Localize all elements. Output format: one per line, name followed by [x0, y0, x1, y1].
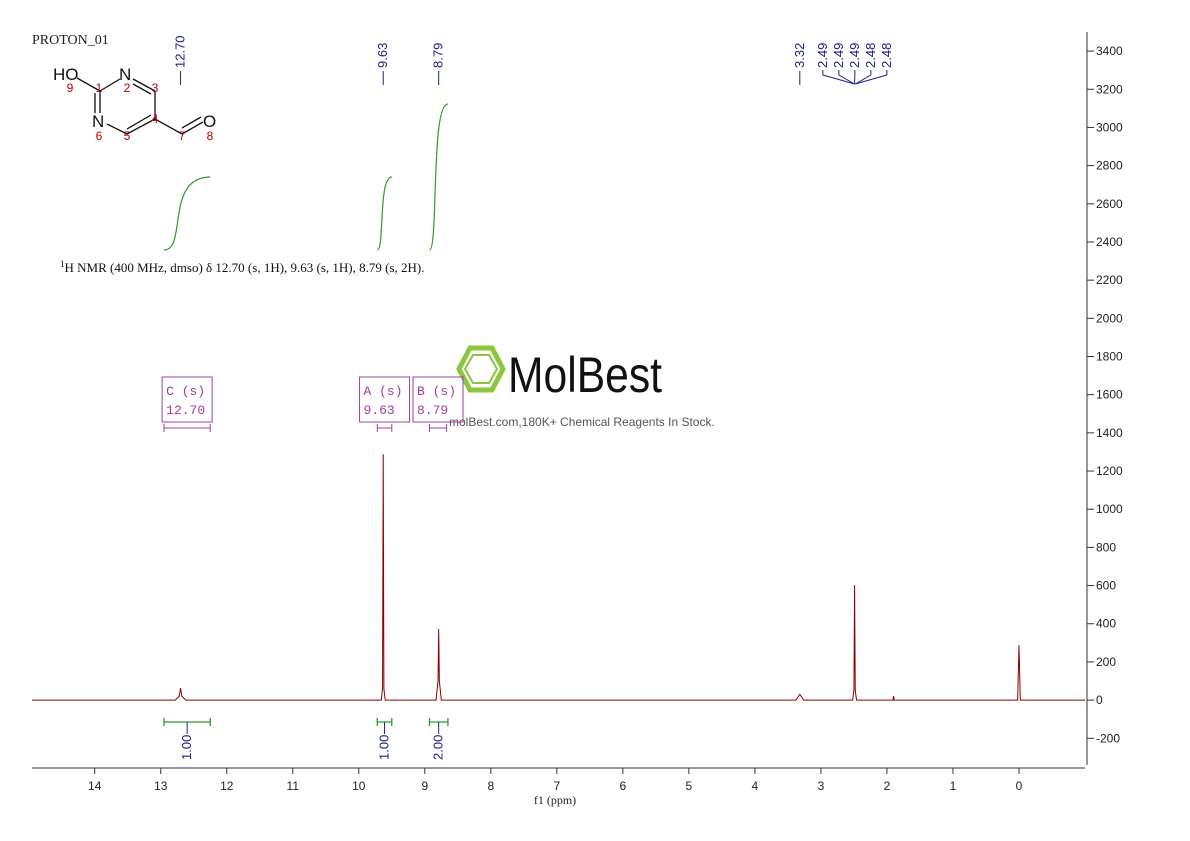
multiplet-label: A (s) [364, 384, 403, 399]
peak-connector [855, 70, 872, 85]
x-axis-label: f1 (ppm) [534, 793, 576, 807]
peak-label: 2.49 [831, 43, 846, 68]
peak-label: 12.70 [173, 35, 188, 68]
multiplet-box [412, 376, 464, 423]
peak-label: 2.48 [879, 43, 894, 68]
multiplet-range [163, 424, 211, 432]
peak-label: 2.49 [847, 43, 862, 68]
peak-label: 2.49 [815, 43, 830, 68]
watermark-tagline: molBest.com,180K+ Chemical Reagents In S… [449, 415, 715, 429]
multiplet-shift: 9.63 [364, 403, 395, 418]
summary: 1H NMR (400 MHz, dmso) δ 12.70 (s, 1H), … [60, 259, 425, 275]
multiplet-box [359, 376, 411, 423]
y-tick-label: 1800 [1096, 350, 1123, 364]
peak-connector [822, 70, 855, 85]
summary-text: H NMR (400 MHz, dmso) δ 12.70 (s, 1H), 9… [65, 260, 425, 275]
multiplet-shift: 12.70 [166, 403, 205, 418]
summary-superscript: 1 [60, 259, 65, 269]
y-tick-label: 1200 [1096, 464, 1123, 478]
x-tick-label: 5 [686, 779, 693, 793]
y-tick-label: 400 [1096, 617, 1116, 631]
atom-number: 2 [124, 81, 131, 95]
chart-title: PROTON_01 [32, 33, 109, 48]
x-tick-label: 1 [950, 779, 957, 793]
x-tick-label: 0 [1016, 779, 1023, 793]
y-tick-label: 0 [1096, 693, 1103, 707]
multiplet-box [161, 376, 213, 423]
atom-number: 7 [179, 129, 186, 143]
atom-number: 6 [96, 129, 103, 143]
x-tick-label: 11 [287, 779, 300, 793]
integral-label: 1.00 [179, 735, 194, 760]
integral-label: 2.00 [431, 735, 446, 760]
multiplet-label: C (s) [166, 384, 205, 399]
y-tick-label: 2800 [1096, 159, 1123, 173]
atom-number: 4 [152, 112, 159, 126]
x-tick-label: 10 [352, 779, 366, 793]
y-tick-label: 800 [1096, 540, 1116, 554]
multiplet-label: B (s) [417, 384, 456, 399]
atom-number: 8 [207, 129, 214, 143]
y-tick-label: 1400 [1096, 426, 1123, 440]
y-tick-label: 600 [1096, 579, 1116, 593]
x-tick-label: 3 [818, 779, 825, 793]
multiplet-shift: 8.79 [417, 403, 448, 418]
y-tick-label: 2400 [1096, 235, 1123, 249]
x-tick-label: 13 [154, 779, 168, 793]
y-tick-label: 3400 [1096, 44, 1123, 58]
x-tick-label: 4 [752, 779, 759, 793]
watermark-brand: MolBest [508, 347, 662, 403]
integral-curve [376, 176, 393, 251]
y-tick-label: 1000 [1096, 502, 1123, 516]
integral-curve [428, 103, 449, 251]
peak-label: 3.32 [792, 43, 807, 68]
peak-label: 8.79 [431, 43, 446, 68]
atom-number: 5 [124, 129, 131, 143]
x-tick-label: 8 [487, 779, 494, 793]
y-tick-label: 2000 [1096, 311, 1123, 325]
spectrum [32, 454, 1085, 701]
multiplet-range [428, 424, 448, 432]
y-tick-label: 2600 [1096, 197, 1123, 211]
x-tick-label: 12 [220, 779, 234, 793]
atom-label: HO [53, 65, 79, 84]
structure-atoms: HO N N O [53, 65, 216, 131]
atom-label: N [92, 112, 104, 131]
x-tick-label: 2 [884, 779, 891, 793]
peak-connector [855, 70, 888, 85]
y-tick-label: 1600 [1096, 388, 1123, 402]
y-tick-label: 200 [1096, 655, 1116, 669]
integral-label: 1.00 [377, 735, 392, 760]
multiplet-range [376, 424, 393, 432]
x-tick-label: 14 [88, 779, 102, 793]
atom-number: 9 [67, 81, 74, 95]
structure-bonds [76, 77, 204, 135]
atom-numbers: 9 1 2 3 4 6 5 7 8 [67, 81, 214, 143]
x-tick-label: 9 [421, 779, 428, 793]
y-tick-label: 3200 [1096, 82, 1123, 96]
watermark: MolBest molBest.com,180K+ Chemical Reage… [449, 345, 715, 429]
integral-curve [163, 176, 211, 251]
peak-connector [838, 70, 855, 85]
x-tick-label: 7 [554, 779, 561, 793]
y-tick-label: 3000 [1096, 120, 1123, 134]
peak-label: 2.48 [863, 43, 878, 68]
y-tick-label: -200 [1096, 731, 1120, 745]
atom-number: 3 [152, 81, 159, 95]
x-tick-label: 6 [620, 779, 627, 793]
atom-label: N [119, 65, 131, 84]
atom-number: 1 [96, 81, 103, 95]
peak-label: 9.63 [375, 43, 390, 68]
y-tick-label: 2200 [1096, 273, 1123, 287]
atom-label: O [203, 112, 216, 131]
